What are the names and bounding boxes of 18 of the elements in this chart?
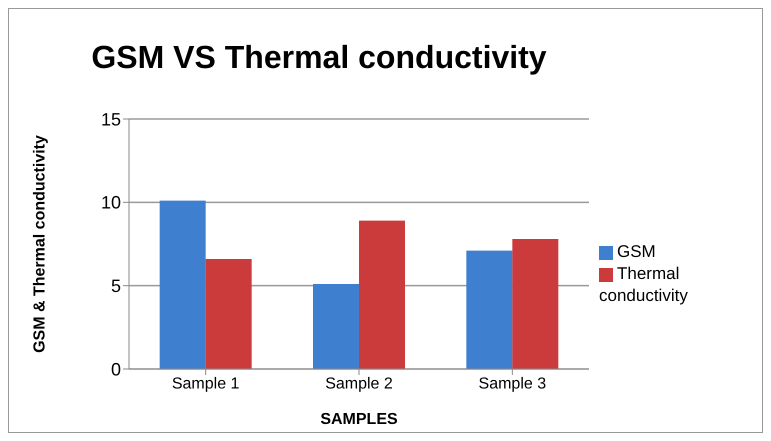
x-tick-label: Sample 3 — [478, 375, 546, 392]
bar — [466, 250, 512, 369]
bar — [512, 239, 558, 369]
x-tick-label: Sample 2 — [325, 375, 393, 392]
bar — [313, 284, 359, 369]
y-tick-label: 15 — [100, 109, 121, 130]
y-tick-label: 10 — [100, 192, 121, 213]
y-tick-label: 0 — [110, 359, 121, 380]
y-axis-title: GSM & Thermal conductivity — [32, 134, 49, 353]
legend-label: Thermal conductivity — [599, 264, 688, 305]
x-axis-title: SAMPLES — [320, 411, 398, 428]
bar — [206, 259, 252, 369]
x-tick-label: Sample 1 — [172, 375, 240, 392]
legend-label: GSM — [617, 242, 656, 261]
bar — [160, 200, 206, 369]
chart-title: GSM VS Thermal conductivity — [90, 39, 548, 76]
bar — [359, 220, 405, 369]
y-tick-label: 5 — [110, 276, 121, 296]
